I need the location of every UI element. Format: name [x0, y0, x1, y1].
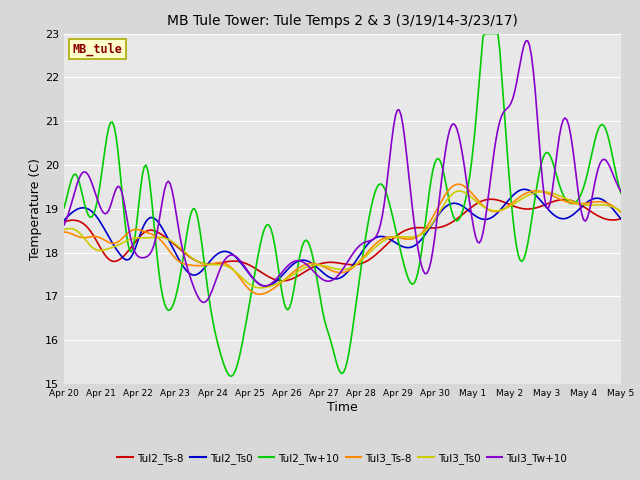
- X-axis label: Time: Time: [327, 401, 358, 414]
- Legend: Tul2_Ts-8, Tul2_Ts0, Tul2_Tw+10, Tul3_Ts-8, Tul3_Ts0, Tul3_Tw+10: Tul2_Ts-8, Tul2_Ts0, Tul2_Tw+10, Tul3_Ts…: [113, 449, 572, 468]
- Title: MB Tule Tower: Tule Temps 2 & 3 (3/19/14-3/23/17): MB Tule Tower: Tule Temps 2 & 3 (3/19/14…: [167, 14, 518, 28]
- Y-axis label: Temperature (C): Temperature (C): [29, 158, 42, 260]
- Text: MB_tule: MB_tule: [72, 42, 122, 56]
